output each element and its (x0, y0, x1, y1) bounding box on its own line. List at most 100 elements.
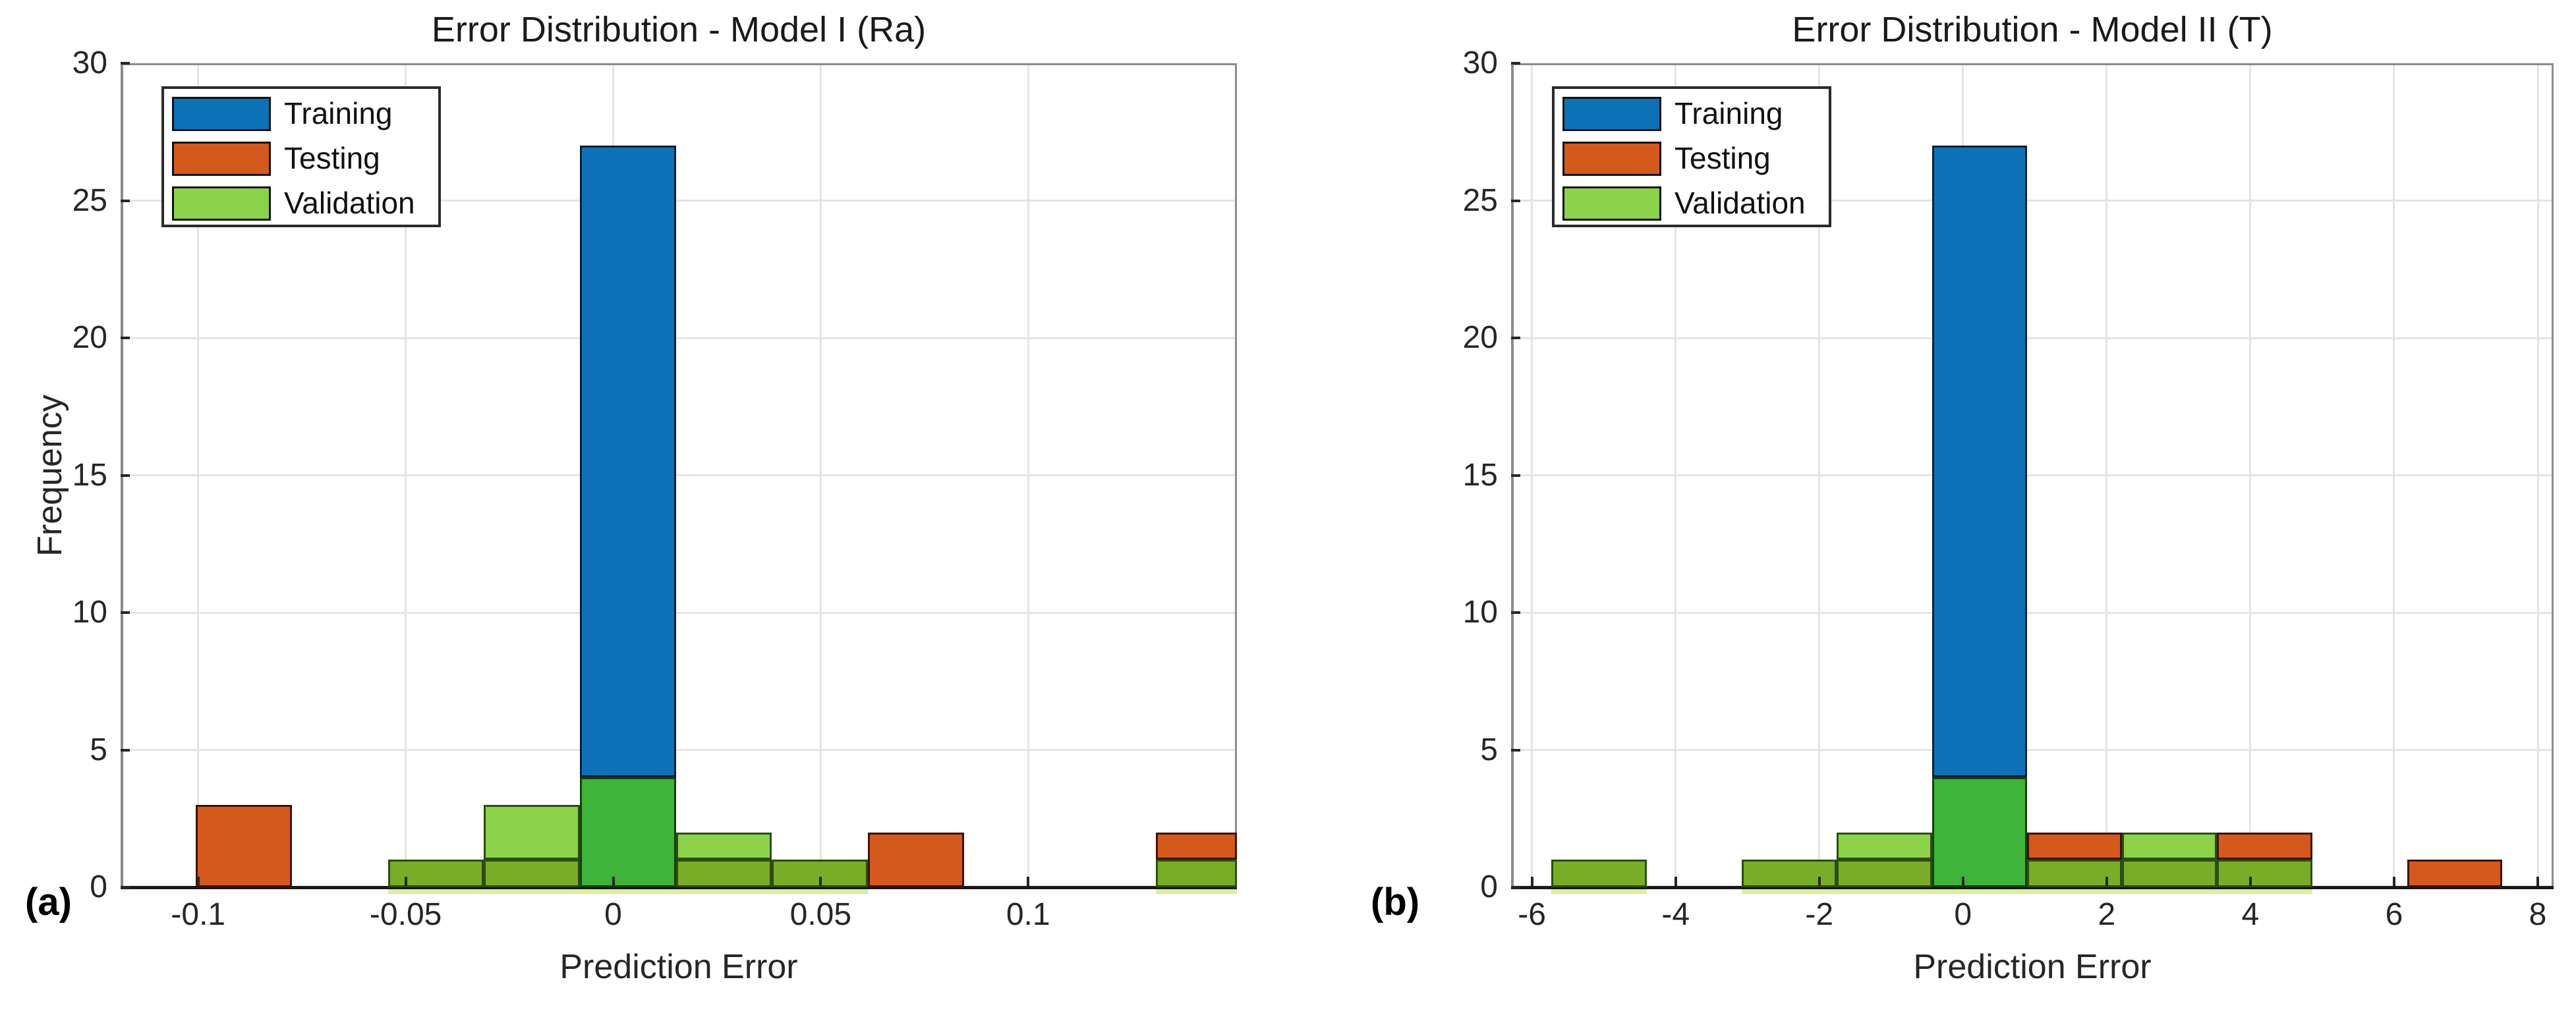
plot-top-spine (121, 63, 1237, 65)
panel-letter: (a) (25, 881, 72, 923)
y-gridline (121, 200, 1237, 202)
x-tick-label: 0.05 (789, 897, 852, 932)
histogram-bar-segment (580, 777, 676, 887)
bar-bottom-glow (1837, 889, 1932, 894)
histogram-bar-segment (1932, 777, 2027, 887)
y-tick-mark (121, 337, 130, 339)
bar-bottom-glow (1932, 889, 2027, 894)
y-tick-mark (121, 886, 130, 889)
x-tick-label: -0.05 (369, 897, 442, 932)
y-gridline (1511, 200, 2554, 202)
y-tick-label: 5 (1480, 732, 1498, 767)
y-tick-label: 0 (1480, 869, 1498, 904)
y-gridline (121, 337, 1237, 339)
bar-bottom-glow (675, 889, 772, 894)
y-tick-mark (121, 748, 130, 752)
y-tick-label: 0 (90, 869, 107, 904)
plot-top-spine (1511, 63, 2554, 65)
histogram-bar-segment (2122, 860, 2218, 887)
legend-label-validation: Validation (284, 186, 415, 220)
y-tick-label: 30 (72, 45, 107, 80)
histogram-bar-segment (1837, 860, 1932, 887)
legend-swatch-testing (1562, 142, 1661, 176)
bar-bottom-glow (387, 889, 484, 894)
y-gridline (1511, 749, 2554, 751)
legend-swatch-training (1562, 97, 1661, 131)
legend-swatch-training (172, 97, 271, 131)
x-tick-mark (1674, 877, 1677, 886)
y-tick-label: 25 (72, 182, 107, 218)
x-axis-label: Prediction Error (559, 948, 798, 986)
legend-swatch-validation (1562, 186, 1661, 221)
x-tick-label: 0 (1954, 897, 1972, 932)
histogram-bar-segment (1741, 860, 1837, 887)
x-tick-mark (404, 877, 407, 886)
bar-bottom-glow (484, 889, 581, 894)
y-gridline (1511, 474, 2554, 476)
x-tick-label: -0.1 (171, 897, 226, 932)
y-tick-label: 15 (1462, 457, 1498, 493)
histogram-bar-segment (1156, 832, 1237, 860)
bar-bottom-glow (1551, 889, 1647, 894)
bar-bottom-glow (1741, 889, 1837, 894)
y-tick-mark (121, 474, 130, 477)
y-gridline (1511, 337, 2554, 339)
bar-bottom-glow (2122, 889, 2218, 894)
histogram-bar-segment (1837, 832, 1932, 860)
chart-title: Error Distribution - Model I (Ra) (431, 10, 927, 49)
x-tick-mark (612, 877, 615, 886)
x-tick-label: 0 (604, 897, 622, 932)
x-tick-mark (2392, 877, 2395, 886)
legend-label-testing: Testing (284, 141, 380, 175)
histogram-bar-segment (1156, 860, 1237, 887)
x-tick-label: -2 (1805, 897, 1834, 932)
legend-label-training: Training (284, 96, 393, 130)
x-tick-label: -4 (1661, 897, 1690, 932)
histogram-bar-segment (2122, 832, 2218, 860)
y-tick-mark (1511, 611, 1520, 614)
legend-swatch-testing (172, 142, 271, 176)
histogram-bar-segment (2407, 860, 2503, 887)
x-axis-label: Prediction Error (1913, 948, 2152, 986)
histogram-bar-segment (195, 804, 293, 887)
histogram-bar-segment (484, 804, 581, 860)
y-tick-label: 20 (1462, 320, 1498, 355)
y-tick-mark (1511, 337, 1520, 339)
bar-bottom-glow (2217, 889, 2312, 894)
x-tick-mark (2248, 877, 2252, 886)
y-tick-mark (1511, 748, 1520, 752)
x-tick-label: 6 (2385, 897, 2403, 932)
x-axis-line (121, 886, 1237, 889)
x-tick-mark (1027, 877, 1030, 886)
y-tick-mark (1511, 474, 1520, 477)
histogram-bar-segment (387, 860, 484, 887)
y-gridline (1511, 611, 2554, 614)
bar-bottom-glow (772, 889, 869, 894)
x-tick-mark (2536, 877, 2539, 886)
legend-label-training: Training (1674, 96, 1783, 130)
bar-bottom-glow (580, 889, 676, 894)
histogram-bar-segment (1932, 146, 2027, 778)
y-tick-mark (121, 199, 130, 202)
histogram-bar-segment (675, 832, 772, 860)
x-tick-label: 2 (2098, 897, 2116, 932)
plot-right-spine (1235, 63, 1237, 887)
y-tick-label: 10 (72, 595, 107, 630)
y-tick-label: 20 (72, 320, 107, 355)
y-gridline (121, 749, 1237, 751)
x-tick-mark (819, 877, 822, 886)
y-tick-mark (1511, 199, 1520, 202)
x-tick-mark (196, 877, 200, 886)
x-tick-label: -6 (1518, 897, 1546, 932)
y-tick-label: 5 (90, 732, 107, 767)
x-tick-mark (2105, 877, 2108, 886)
y-tick-mark (1511, 62, 1520, 65)
x-tick-label: 8 (2529, 897, 2547, 932)
chart-title: Error Distribution - Model II (T) (1792, 10, 2273, 49)
y-tick-mark (121, 62, 130, 65)
histogram-bar-segment (2217, 860, 2312, 887)
histogram-bar-segment (484, 860, 581, 887)
y-gridline (121, 474, 1237, 476)
x-tick-mark (1530, 877, 1533, 886)
